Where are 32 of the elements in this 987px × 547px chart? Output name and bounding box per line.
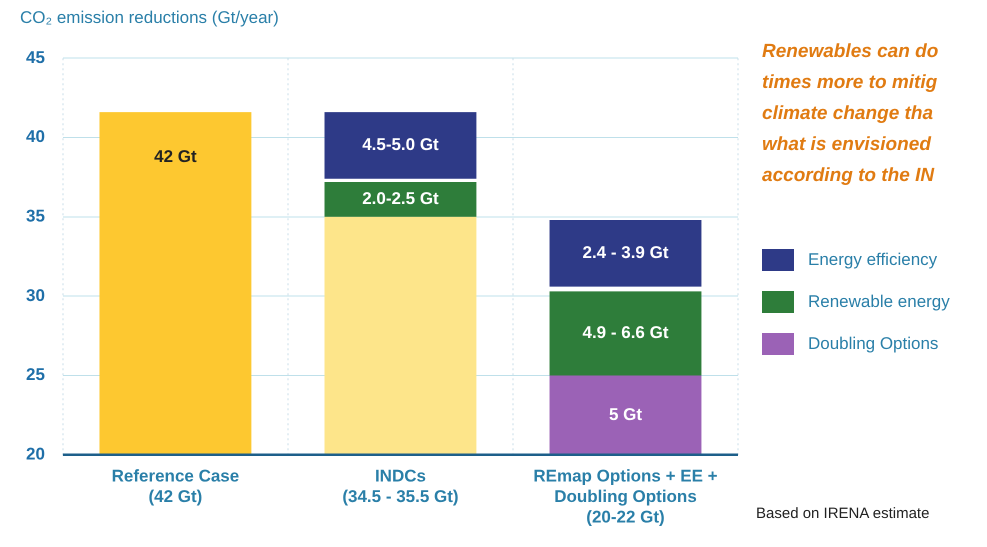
bar: [550, 291, 702, 376]
y-axis-title: CO₂ emission reductions (Gt/year): [19, 8, 280, 29]
y-tick-label: 25: [26, 365, 45, 384]
annotation: 42 Gt: [154, 146, 198, 166]
text: times more to mitig: [762, 71, 938, 95]
x-tick-label: INDCs (34.5 - 35.5 Gt): [342, 466, 459, 506]
legend-label: Doubling Options: [807, 333, 940, 355]
bar: [324, 182, 476, 217]
y-tick-label: 40: [26, 127, 45, 146]
annotation: 2.0-2.5 Gt: [362, 189, 440, 208]
x-tick-label: Reference Case (42 Gt): [112, 466, 240, 506]
bar: [324, 112, 476, 179]
annotation: 2.4 - 3.9 Gt: [582, 243, 669, 262]
text: Based on IRENA estimate: [756, 505, 930, 522]
annotation: 4.5-5.0 Gt: [362, 135, 440, 154]
text: Renewables can do: [762, 40, 940, 64]
text: according to the IN: [762, 164, 936, 188]
y-tick-label: 45: [26, 48, 45, 67]
bar: [99, 112, 252, 455]
annotation: 5 Gt: [608, 404, 642, 424]
y-tick-label: 30: [26, 286, 45, 305]
y-tick-label: 20: [26, 444, 45, 464]
bar: [550, 220, 702, 287]
annotation: 4.9 - 6.6 Gt: [582, 323, 669, 342]
bar: [324, 216, 476, 455]
legend-label: Energy efficiency: [807, 249, 938, 271]
legend-label: Renewable energy: [807, 291, 951, 313]
text: what is envisioned: [762, 133, 932, 157]
text: climate change tha: [762, 102, 934, 126]
x-tick-label: REmap Options + EE + Doubling Options (20-22 Gt): [533, 466, 718, 526]
y-tick-label: 35: [26, 206, 45, 226]
bar: [550, 375, 702, 455]
